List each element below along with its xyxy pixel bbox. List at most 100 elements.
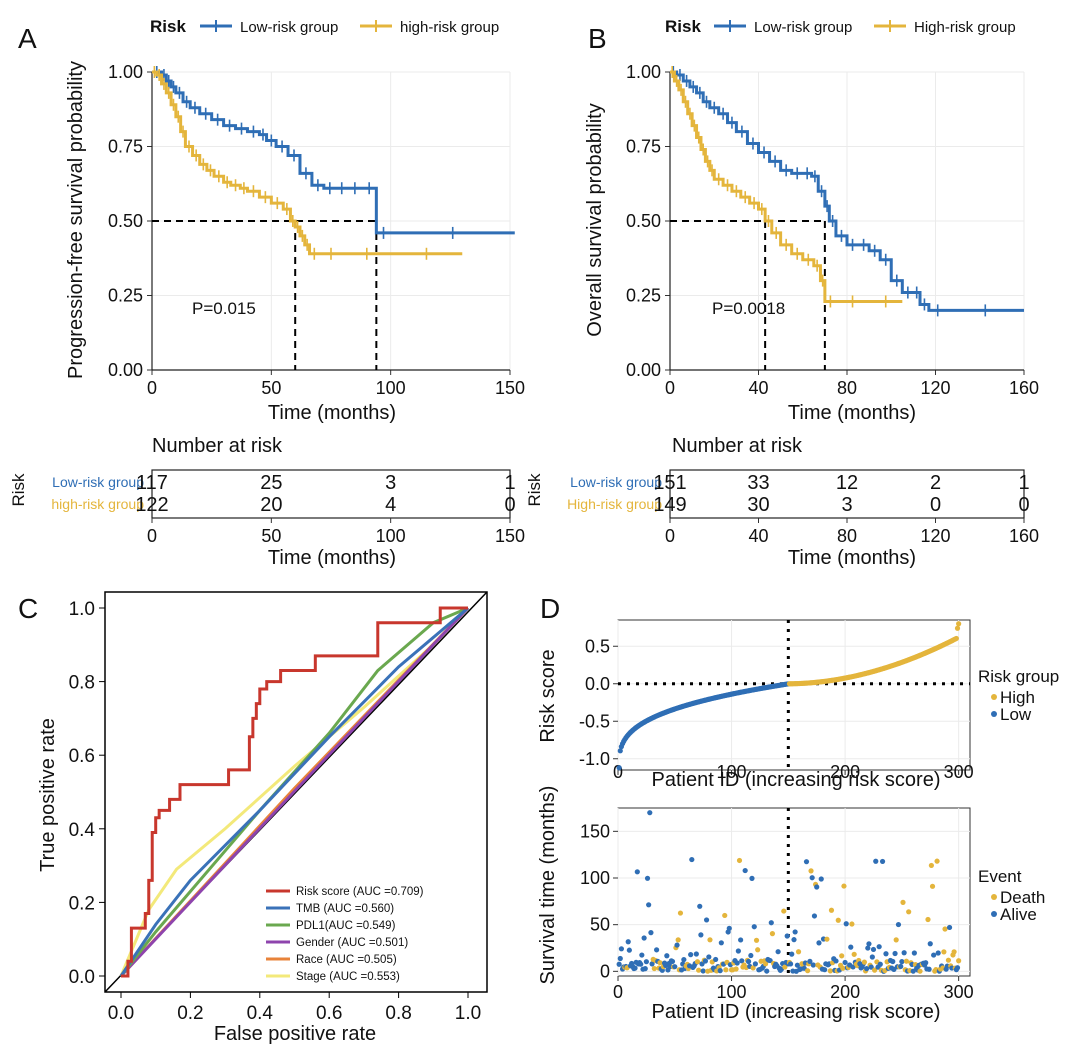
- km-plot-a: 0 50 100 150 0.00 0.25 0.50 0.75 1.00: [108, 62, 525, 398]
- risk-score-point: [953, 635, 959, 642]
- survival-point: [890, 958, 896, 965]
- survival-x-tick-label: 0: [613, 982, 623, 1002]
- roc-y-tick-label: 1.0: [69, 599, 95, 620]
- survival-point: [718, 940, 724, 946]
- survival-point: [851, 951, 857, 957]
- survival-point: [795, 949, 802, 955]
- survival-point: [688, 952, 694, 958]
- y-axis-label-d1: Risk score: [537, 649, 559, 742]
- survival-point: [700, 968, 706, 974]
- survival-point: [735, 948, 741, 954]
- legend-label-low-b: Low-risk group: [754, 19, 852, 36]
- survival-point: [941, 949, 947, 955]
- survival-point: [702, 958, 709, 964]
- risk-table-xlabel-a: Time (months): [268, 547, 396, 569]
- legend-dot-low-d1: [991, 711, 997, 717]
- risk-row-label-high-a: high-risk group: [51, 496, 144, 512]
- risk-table-tick-label-a: 150: [495, 526, 525, 546]
- roc-legend: Risk score (AUC =0.709) TMB (AUC =0.560) P…: [266, 886, 424, 983]
- legend-label-low-d1: Low: [1000, 705, 1032, 724]
- risk-table-title-a: Number at risk: [152, 435, 283, 457]
- survival-point: [805, 968, 811, 974]
- panel-b: Risk Low-risk group High-risk group 0 40 8…: [525, 17, 1039, 569]
- legend-title-b: Risk: [665, 17, 701, 36]
- survival-point: [634, 869, 640, 875]
- risk-count-b: 3: [841, 494, 852, 516]
- survival-point: [839, 953, 845, 959]
- y-tick-label-b: 0.25: [626, 286, 661, 306]
- risk-score-plot: 0 100 200 300 -1.0 -0.5 0.0 0.5: [579, 619, 974, 782]
- roc-legend-label: Gender (AUC =0.501): [296, 937, 408, 949]
- survival-point: [697, 903, 703, 909]
- survival-point: [883, 951, 889, 957]
- x-tick-label-b: 80: [837, 378, 857, 398]
- survival-point: [689, 856, 695, 863]
- risk-count-b: 12: [836, 472, 858, 494]
- survival-point: [951, 949, 957, 955]
- survival-point: [625, 939, 631, 945]
- survival-point: [828, 907, 835, 913]
- survival-point: [617, 955, 623, 962]
- x-tick-label-b: 0: [665, 378, 675, 398]
- y-axis-label-d2: Survival time (months): [537, 786, 559, 985]
- x-axis-label-d2: Patient ID (increasing risk score): [652, 1001, 941, 1023]
- survival-point: [911, 950, 917, 956]
- survival-point: [752, 961, 758, 967]
- risk-count-a: 25: [260, 472, 282, 494]
- survival-point: [751, 924, 757, 930]
- survival-point: [639, 952, 645, 958]
- roc-curve-gender: [119, 606, 470, 978]
- survival-point: [906, 909, 912, 915]
- risk-count-b: 1: [1018, 472, 1029, 494]
- risk-table-ylabel-b: Risk: [525, 473, 544, 507]
- survival-point: [733, 966, 739, 972]
- survival-point: [642, 966, 648, 972]
- survival-point: [861, 959, 868, 965]
- km-plot-b: 0 40 80 120 160 0.00 0.25 0.50 0.75 1.00: [626, 62, 1039, 398]
- survival-point: [677, 910, 684, 916]
- risk-count-b: 151: [653, 472, 686, 494]
- survival-point: [675, 937, 681, 943]
- x-tick-label-a: 50: [261, 378, 281, 398]
- survival-point: [717, 968, 723, 974]
- survival-point: [789, 951, 795, 957]
- panel-label-b: B: [588, 23, 607, 54]
- risk-table-tick-label-b: 80: [837, 526, 857, 546]
- survival-point: [745, 958, 752, 965]
- km-curve-low-a: [152, 70, 515, 235]
- x-tick-label-a: 150: [495, 378, 525, 398]
- survival-point: [782, 964, 788, 970]
- risk-count-b: 30: [747, 494, 769, 516]
- risk-count-a: 4: [385, 494, 396, 516]
- panel-label-d: D: [540, 593, 560, 624]
- survival-point: [681, 956, 687, 963]
- survival-point: [868, 964, 874, 970]
- survival-point: [841, 883, 847, 889]
- survival-point: [657, 960, 663, 966]
- risk-score-point: [616, 765, 622, 771]
- survival-point: [713, 956, 719, 963]
- risk-count-a: 20: [260, 494, 282, 516]
- survival-point: [763, 961, 769, 967]
- survival-point: [768, 920, 774, 926]
- risk-score-y-tick-label: 0.5: [585, 636, 610, 656]
- survival-point: [877, 961, 883, 967]
- survival-point: [643, 959, 649, 965]
- risk-count-a: 3: [385, 472, 396, 494]
- survival-time-plot: 0 100 200 300 0 50 100 150: [580, 807, 974, 1002]
- risk-count-a: 0: [504, 494, 515, 516]
- panel-label-a: A: [18, 23, 37, 54]
- roc-legend-label: Stage (AUC =0.553): [296, 971, 400, 983]
- risk-score-x-tick-label: 300: [944, 762, 974, 782]
- survival-point: [822, 967, 828, 973]
- roc-x-tick-label: 0.2: [177, 1003, 203, 1024]
- risk-score-y-tick-label: -1.0: [579, 749, 610, 769]
- risk-table-tick-label-b: 40: [748, 526, 768, 546]
- risk-count-b: 33: [747, 472, 769, 494]
- risk-count-b: 149: [653, 494, 686, 516]
- risk-row-label-low-a: Low-risk group: [52, 474, 144, 490]
- risk-table-frame-a: [151, 469, 511, 519]
- survival-point: [784, 933, 790, 939]
- survival-point: [750, 965, 756, 971]
- roc-plot: 0.0 0.0 0.2 0.2 0.4 0.4 0.6 0.6 0.8 0.8 1.0 1.0: [69, 591, 488, 1024]
